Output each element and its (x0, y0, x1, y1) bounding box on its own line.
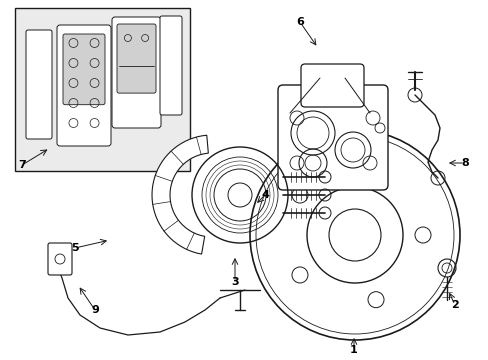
Text: 1: 1 (349, 345, 357, 355)
Text: 5: 5 (71, 243, 79, 253)
FancyBboxPatch shape (15, 8, 190, 171)
FancyBboxPatch shape (26, 30, 52, 139)
Text: 6: 6 (295, 17, 304, 27)
Text: 8: 8 (460, 158, 468, 168)
FancyBboxPatch shape (57, 25, 111, 146)
FancyBboxPatch shape (301, 64, 363, 107)
Text: 2: 2 (450, 300, 458, 310)
FancyBboxPatch shape (48, 243, 72, 275)
Text: 7: 7 (18, 160, 26, 170)
FancyBboxPatch shape (278, 85, 387, 190)
FancyBboxPatch shape (63, 34, 105, 105)
Text: 9: 9 (91, 305, 99, 315)
FancyBboxPatch shape (117, 24, 156, 93)
Text: 4: 4 (261, 190, 268, 200)
FancyBboxPatch shape (160, 16, 182, 115)
Text: 3: 3 (231, 277, 238, 287)
FancyBboxPatch shape (112, 17, 161, 128)
Polygon shape (152, 135, 208, 254)
